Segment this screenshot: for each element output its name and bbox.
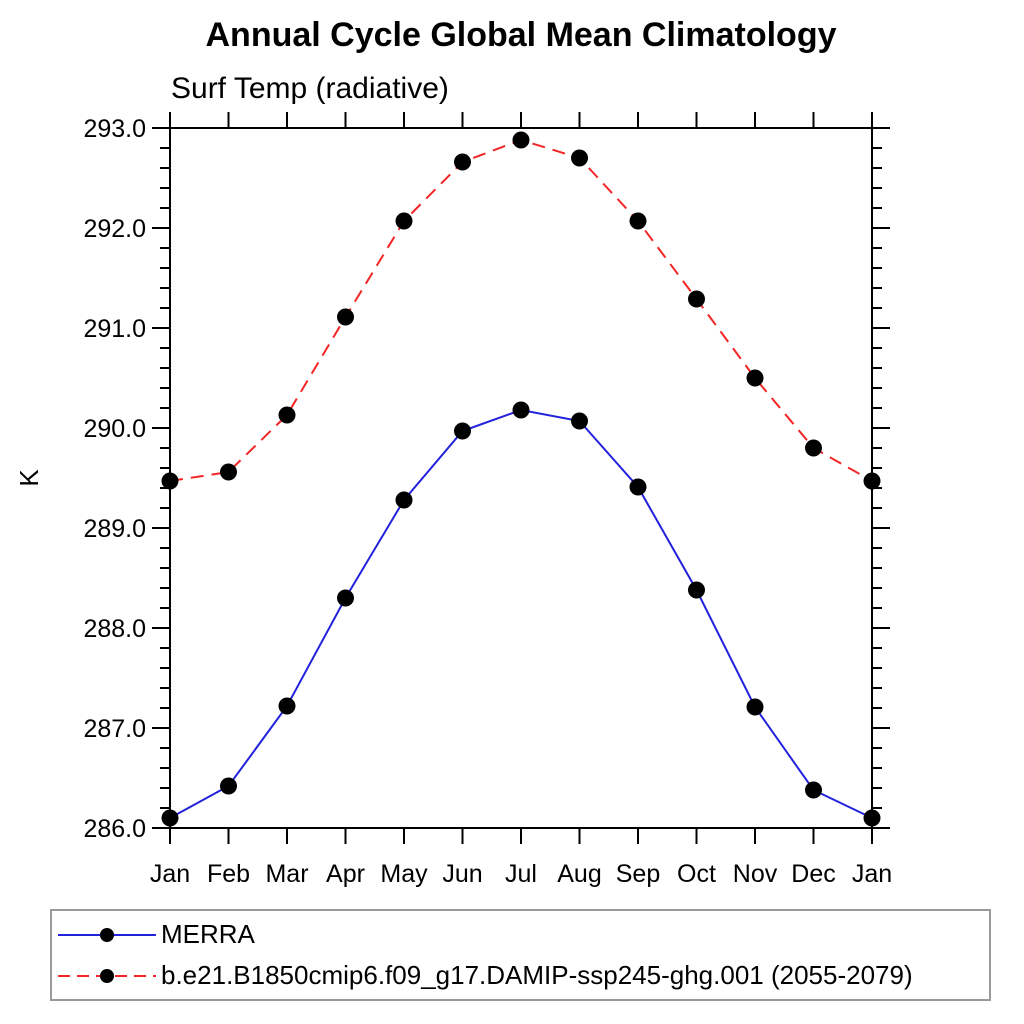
y-tick-label: 286.0 [83, 815, 146, 843]
data-point-marker [512, 401, 530, 419]
data-point-marker [220, 463, 237, 481]
y-tick-label: 288.0 [83, 615, 146, 643]
x-tick-label: Aug [557, 860, 601, 888]
data-point-marker [161, 472, 179, 490]
data-point-marker [629, 212, 647, 230]
data-point-marker [161, 809, 179, 827]
x-tick-label: Feb [207, 860, 250, 888]
legend-label-merra: MERRA [161, 919, 255, 949]
legend-marker-dot [100, 927, 114, 942]
data-point-marker [805, 781, 822, 799]
x-tick-label: Jun [442, 860, 482, 888]
y-tick-label: 291.0 [83, 315, 146, 343]
data-point-marker [629, 478, 647, 496]
data-point-marker [278, 406, 296, 424]
data-point-marker [454, 422, 471, 440]
data-point-marker [512, 131, 530, 149]
x-tick-label: Apr [326, 860, 365, 888]
legend-box: MERRA b.e21.B1850cmip6.f09_g17.DAMIP-ssp… [50, 909, 991, 1001]
legend-line-sample-dashed [58, 968, 156, 983]
data-point-marker [337, 589, 354, 607]
x-tick-label: Oct [677, 860, 716, 888]
x-tick-label: Mar [265, 860, 308, 888]
y-axis-label: K [14, 469, 44, 487]
chart-subtitle: Surf Temp (radiative) [171, 72, 449, 105]
x-tick-label: Sep [616, 860, 660, 888]
y-tick-label: 292.0 [83, 215, 146, 243]
y-tick-label: 289.0 [83, 515, 146, 543]
legend-line-sample-solid [58, 927, 156, 942]
data-point-marker [278, 697, 296, 715]
x-tick-label: Jan [852, 860, 892, 888]
data-point-marker [746, 369, 764, 387]
series-line-0 [169, 408, 873, 819]
y-tick-label: 290.0 [83, 415, 146, 443]
data-point-marker [863, 809, 881, 827]
x-tick-label: Jul [505, 860, 537, 888]
data-point-marker [395, 212, 413, 230]
y-tick-label: 287.0 [83, 715, 146, 743]
legend-marker-dot [100, 968, 114, 983]
data-point-marker [805, 439, 822, 457]
legend-item-merra: MERRA [57, 914, 989, 955]
data-point-marker [395, 491, 413, 509]
data-point-marker [863, 472, 881, 490]
y-tick-label: 293.0 [83, 115, 146, 143]
data-point-marker [688, 290, 705, 308]
data-point-marker [571, 149, 588, 167]
data-point-marker [571, 412, 588, 430]
x-tick-label: Nov [733, 860, 778, 888]
data-point-marker [688, 581, 705, 599]
x-tick-label: Jan [150, 860, 190, 888]
x-tick-label: Dec [791, 860, 835, 888]
data-point-marker [337, 308, 354, 326]
chart-title: Annual Cycle Global Mean Climatology [205, 16, 837, 54]
legend-item-model: b.e21.B1850cmip6.f09_g17.DAMIP-ssp245-gh… [57, 955, 989, 996]
data-point-marker [746, 698, 764, 716]
data-point-marker [220, 777, 237, 795]
x-tick-label: May [380, 860, 428, 888]
series-line-1 [169, 138, 873, 482]
data-point-marker [454, 153, 471, 171]
plot-canvas: 286.0 287.0 288.0 289.0 290.0 291.0 292.0 293.0… [14, 112, 892, 888]
legend-label-model: b.e21.B1850cmip6.f09_g17.DAMIP-ssp245-gh… [161, 960, 913, 990]
